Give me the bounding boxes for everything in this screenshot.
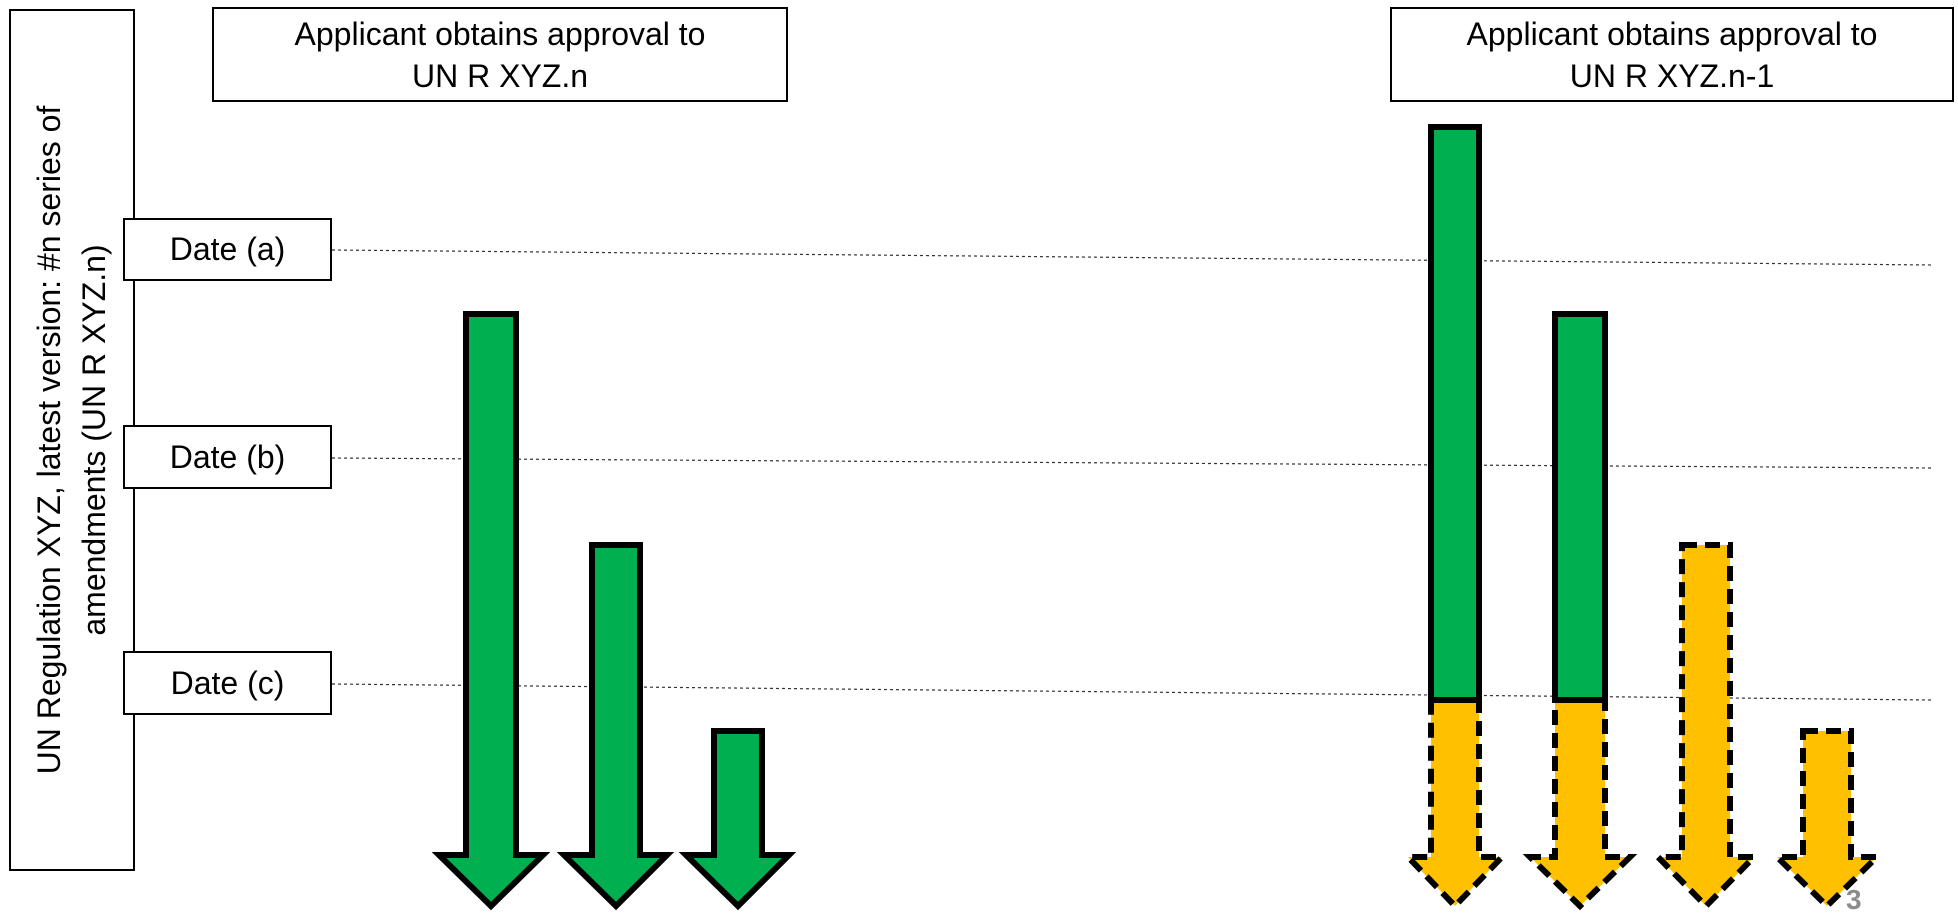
green-arrow-from-below-date-c [678, 728, 797, 911]
yellow-arrow-3 [1650, 542, 1762, 911]
regulation-label-line2: amendments (UN R XYZ.n) [76, 244, 112, 636]
right-header-line2: UN R XYZ.n-1 [1569, 57, 1775, 94]
regulation-side-box: UN Regulation XYZ, latest version: #n se… [9, 9, 135, 871]
date-a-box: Date (a) [123, 218, 332, 281]
date-a-line [331, 249, 1933, 266]
right-header-line1: Applicant obtains approval to [1466, 15, 1878, 52]
yellow-arrow-4 [1769, 728, 1885, 911]
page-number: 3 [1846, 884, 1862, 915]
date-a-label: Date (a) [169, 231, 286, 267]
regulation-side-label: UN Regulation XYZ, latest version: #n se… [27, 50, 117, 830]
left-header-line2: UN R XYZ.n [411, 57, 589, 94]
yellow-arrow-1 [1400, 697, 1510, 911]
date-b-box: Date (b) [123, 425, 332, 489]
date-b-label: Date (b) [169, 438, 286, 475]
date-b-line [331, 457, 1933, 469]
date-c-box: Date (c) [123, 651, 332, 715]
regulation-label-line1: UN Regulation XYZ, latest version: #n se… [31, 105, 67, 775]
date-c-label: Date (c) [170, 664, 285, 701]
green-bar-1 [1428, 124, 1482, 703]
green-bar-2 [1552, 311, 1608, 703]
left-header-box: Applicant obtains approval to UN R XYZ.n [212, 7, 788, 102]
right-header-box: Applicant obtains approval to UN R XYZ.n… [1390, 7, 1954, 102]
green-arrow-from-midpoint [556, 542, 675, 911]
green-arrow-from-date-b [431, 311, 551, 911]
yellow-arrow-2 [1522, 697, 1638, 911]
left-header-line1: Applicant obtains approval to [294, 15, 706, 52]
